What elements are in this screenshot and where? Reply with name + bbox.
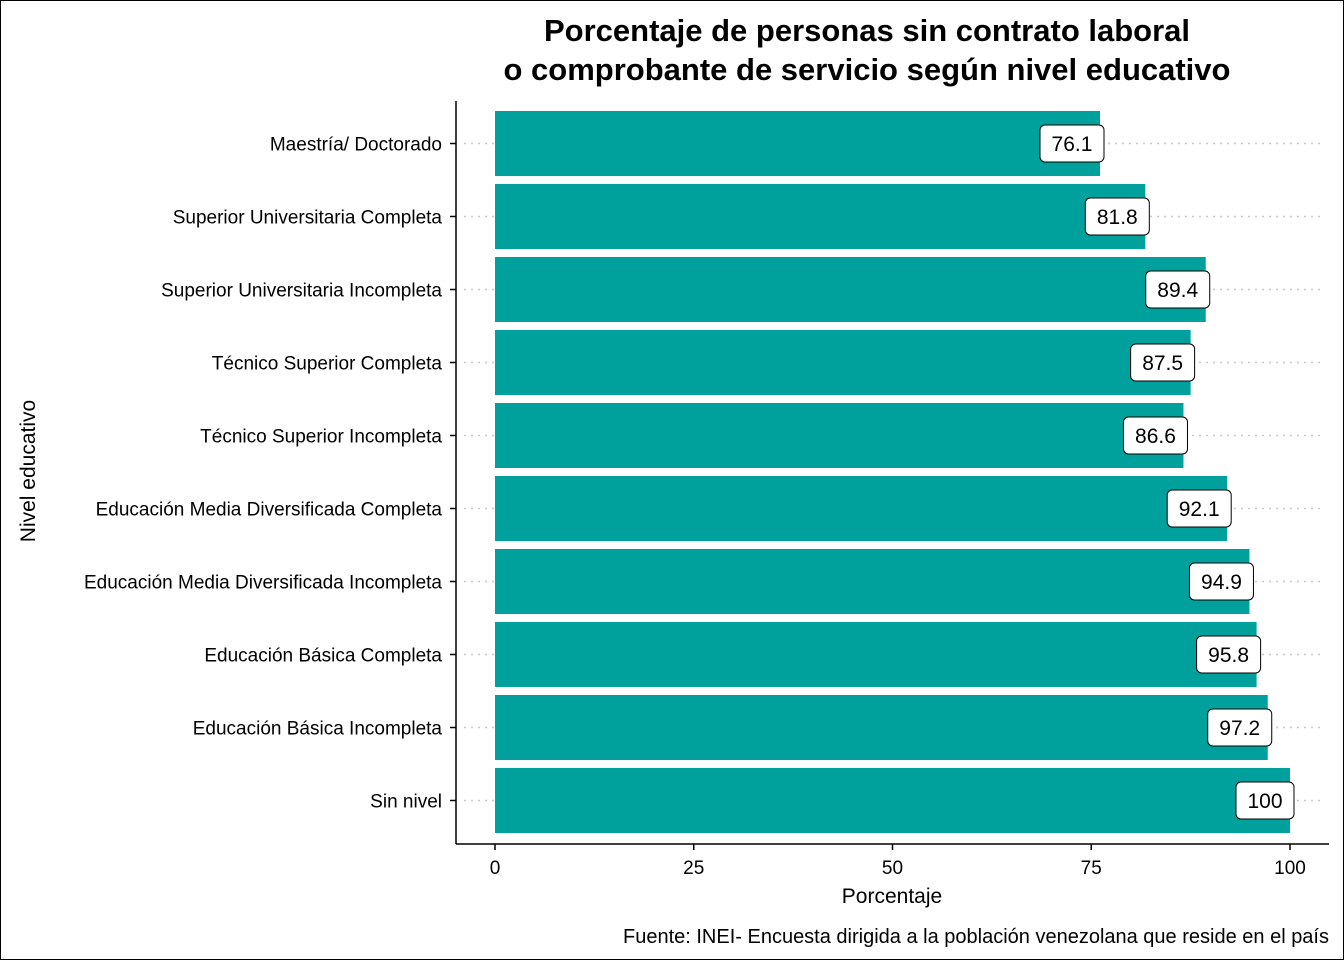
- value-label-box: [1122, 416, 1188, 455]
- bar: [495, 257, 1206, 322]
- value-label-box: [1196, 635, 1262, 674]
- bar: [495, 403, 1184, 468]
- bar: [495, 768, 1290, 833]
- x-axis-title: Porcentaje: [842, 885, 942, 908]
- x-tick-label: 0: [490, 858, 501, 879]
- y-tick-label: Técnico Superior Incompleta: [200, 427, 442, 448]
- value-label-box: [1130, 343, 1196, 382]
- value-label: 92.1: [1179, 498, 1220, 521]
- bar: [495, 184, 1146, 249]
- axes: [450, 101, 1329, 850]
- x-tick-label: 50: [882, 858, 903, 879]
- value-label: 94.9: [1201, 571, 1242, 594]
- value-label-box: [1084, 197, 1150, 236]
- chart-title: Porcentaje de personas sin contrato labo…: [504, 13, 1231, 87]
- value-label-box: [1207, 708, 1273, 747]
- x-tick-label: 100: [1274, 858, 1306, 879]
- bar: [495, 622, 1257, 687]
- value-labels: 76.1 81.8 89.4 87.5 86.6 92.1 94.9 95.8 97.2 100: [1039, 124, 1295, 820]
- value-label-box: [1145, 270, 1211, 309]
- y-tick-label: Maestría/ Doctorado: [270, 135, 442, 156]
- x-tick-label: 25: [683, 858, 704, 879]
- bars: [495, 111, 1290, 833]
- y-tick-label: Superior Universitaria Completa: [173, 208, 443, 229]
- bar: [495, 476, 1228, 541]
- value-label: 97.2: [1219, 717, 1260, 740]
- chart-title-line-1: Porcentaje de personas sin contrato labo…: [544, 13, 1190, 48]
- value-label: 87.5: [1142, 352, 1183, 375]
- bar: [495, 111, 1100, 176]
- value-label: 86.6: [1135, 425, 1176, 448]
- chart-title-line-2: o comprobante de servicio según nivel ed…: [504, 52, 1231, 87]
- value-label: 89.4: [1157, 279, 1198, 302]
- value-label-box: [1188, 562, 1254, 601]
- y-tick-label: Educación Básica Completa: [204, 646, 442, 667]
- y-axis-title: Nivel educativo: [17, 400, 40, 542]
- bar: [495, 695, 1268, 760]
- x-tick-label: 75: [1081, 858, 1102, 879]
- value-label: 95.8: [1208, 644, 1249, 667]
- source-caption: Fuente: INEI- Encuesta dirigida a la pob…: [623, 926, 1329, 948]
- value-label: 100: [1247, 790, 1282, 813]
- y-tick-label: Educación Media Diversificada Incompleta: [84, 573, 442, 594]
- value-label-box: [1039, 124, 1105, 163]
- value-label: 81.8: [1097, 206, 1138, 229]
- bar: [495, 549, 1250, 614]
- y-tick-label: Técnico Superior Completa: [212, 354, 443, 375]
- y-tick-label: Educación Básica Incompleta: [193, 719, 443, 740]
- y-tick-labels: Maestría/ Doctorado Superior Universitari…: [84, 135, 442, 813]
- value-label-box: [1166, 489, 1232, 528]
- value-label-box: [1235, 781, 1295, 820]
- bar: [495, 330, 1191, 395]
- y-tick-label: Educación Media Diversificada Completa: [96, 500, 443, 521]
- y-tick-label: Superior Universitaria Incompleta: [161, 281, 442, 302]
- value-label: 76.1: [1052, 133, 1093, 156]
- y-tick-label: Sin nivel: [370, 792, 442, 813]
- x-tick-labels: 0 25 50 75 100: [490, 858, 1306, 879]
